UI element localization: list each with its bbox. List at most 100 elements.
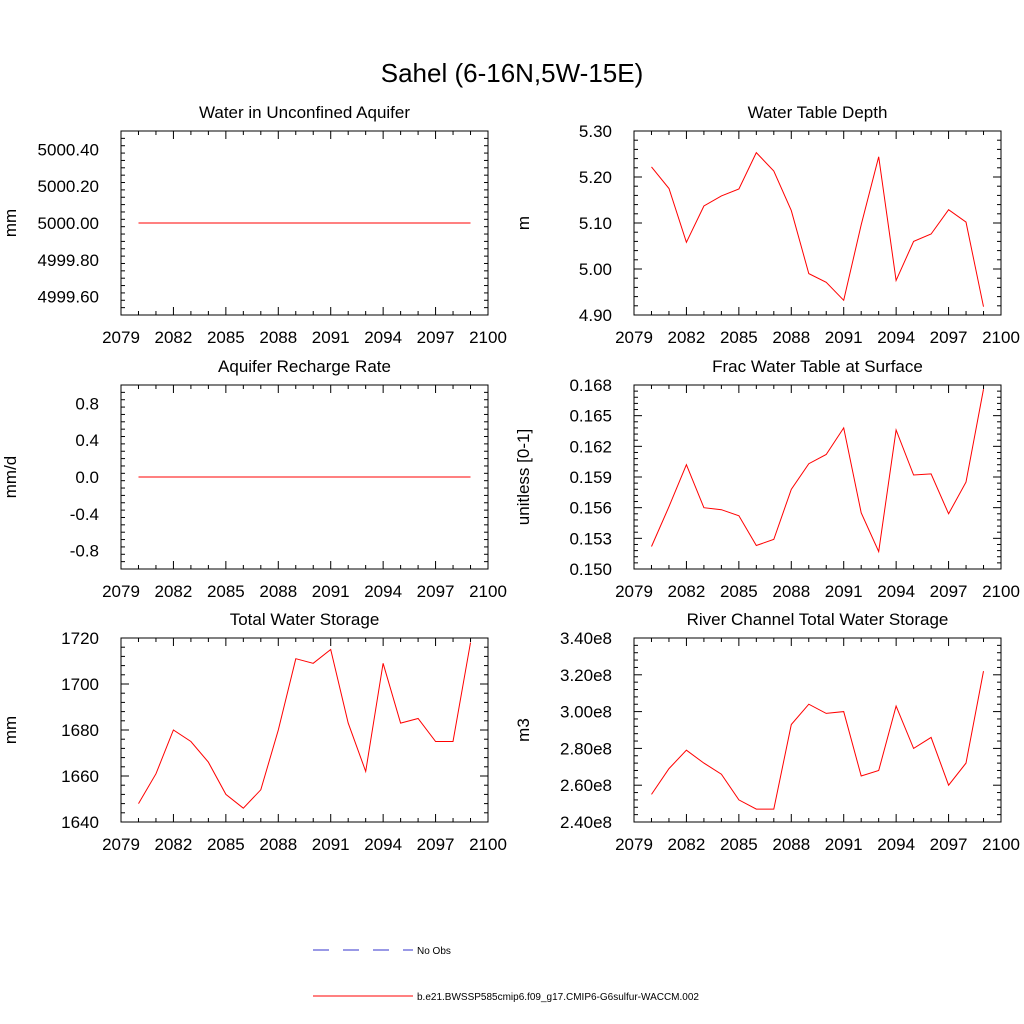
y-tick-label: 5.30 [579, 122, 612, 141]
x-tick-label: 2100 [469, 582, 507, 601]
y-tick-label: 0.4 [75, 431, 99, 450]
y-tick-label: 0.8 [75, 394, 99, 413]
x-tick-label: 2094 [877, 328, 915, 347]
x-tick-label: 2082 [668, 582, 706, 601]
y-tick-label: 1720 [61, 629, 99, 648]
y-tick-label: 4.90 [579, 306, 612, 325]
panel-4: Frac Water Table at Surface unitless [0-1… [514, 357, 1020, 601]
y-tick-label: 2.80e8 [560, 739, 612, 758]
y-axis-label: m3 [514, 718, 533, 742]
panel-title: River Channel Total Water Storage [687, 610, 949, 629]
x-tick-label: 2097 [930, 582, 968, 601]
x-tick-label: 2097 [930, 835, 968, 854]
y-axis-label: mm/d [1, 456, 20, 499]
x-tick-label: 2094 [877, 582, 915, 601]
x-tick-label: 2085 [207, 328, 245, 347]
y-tick-label: 0.159 [569, 468, 612, 487]
figure-title: Sahel (6-16N,5W-15E) [381, 58, 644, 88]
y-tick-label: 0.168 [569, 376, 612, 395]
x-tick-label: 2097 [930, 328, 968, 347]
x-tick-label: 2091 [312, 835, 350, 854]
y-tick-label: 0.156 [569, 499, 612, 518]
x-tick-label: 2097 [417, 328, 455, 347]
panel-title: Total Water Storage [230, 610, 380, 629]
y-tick-label: 4999.60 [38, 288, 99, 307]
y-axis-label: mm [1, 209, 20, 237]
panel-5: Total Water Storage mm 2079 2082 2085 2088 209… [1, 610, 507, 854]
x-tick-label: 2094 [364, 835, 402, 854]
x-tick-label: 2079 [615, 582, 653, 601]
y-axis-label: mm [1, 716, 20, 744]
y-tick-label: 1680 [61, 721, 99, 740]
series-line-1 [651, 151, 984, 307]
x-tick-label: 2079 [615, 835, 653, 854]
x-tick-label: 2085 [720, 582, 758, 601]
x-tick-label: 2088 [772, 835, 810, 854]
panel-title: Aquifer Recharge Rate [218, 357, 391, 376]
x-tick-label: 2097 [417, 582, 455, 601]
x-tick-label: 2088 [772, 328, 810, 347]
panel-1: Water in Unconfined Aquifer mm 2079 2082 208… [1, 103, 507, 347]
x-tick-label: 2097 [417, 835, 455, 854]
legend: No Obs b.e21.BWSSP585cmip6.f09_g17.CMIP6… [313, 946, 699, 1003]
legend-label-no-obs: No Obs [417, 946, 451, 957]
x-tick-label: 2079 [102, 328, 140, 347]
x-tick-label: 2091 [825, 328, 863, 347]
x-tick-label: 2082 [155, 328, 193, 347]
x-tick-label: 2085 [207, 582, 245, 601]
x-tick-label: 2085 [207, 835, 245, 854]
y-tick-label: 5.20 [579, 168, 612, 187]
plot-frame [120, 637, 489, 823]
y-tick-label: 1700 [61, 675, 99, 694]
y-tick-label: 0.165 [569, 407, 612, 426]
x-tick-label: 2100 [469, 835, 507, 854]
panel-3: Aquifer Recharge Rate mm/d 2079 2082 2085 208… [1, 357, 507, 601]
x-tick-label: 2094 [877, 835, 915, 854]
plot-frame [120, 384, 489, 570]
plot-frame [120, 130, 489, 316]
x-tick-label: 2100 [982, 835, 1020, 854]
y-tick-label: 0.150 [569, 560, 612, 579]
x-tick-label: 2085 [720, 328, 758, 347]
series-line-1 [651, 671, 984, 810]
y-tick-label: 2.60e8 [560, 776, 612, 795]
y-tick-label: 4999.80 [38, 251, 99, 270]
x-tick-label: 2082 [668, 835, 706, 854]
x-tick-label: 2100 [982, 582, 1020, 601]
panel-2: Water Table Depth m 2079 2082 2085 2088 2091 20… [514, 103, 1020, 347]
x-tick-label: 2079 [102, 582, 140, 601]
y-tick-label: 0.153 [569, 529, 612, 548]
legend-label-model-run: b.e21.BWSSP585cmip6.f09_g17.CMIP6-G6sulf… [417, 992, 699, 1003]
series-line-1 [138, 642, 471, 809]
x-tick-label: 2088 [259, 582, 297, 601]
chart-panels: Water in Unconfined Aquifer mm 2079 2082 208… [1, 103, 1020, 854]
plot-frame [633, 130, 1002, 316]
x-tick-label: 2094 [364, 328, 402, 347]
y-tick-label: 1640 [61, 813, 99, 832]
panel-title: Water in Unconfined Aquifer [199, 103, 410, 122]
series-line-1 [651, 389, 984, 554]
x-tick-label: 2094 [364, 582, 402, 601]
x-tick-label: 2082 [668, 328, 706, 347]
y-tick-label: -0.4 [70, 505, 99, 524]
y-tick-label: 1660 [61, 767, 99, 786]
y-tick-label: 5000.20 [38, 177, 99, 196]
y-tick-label: 3.00e8 [560, 703, 612, 722]
plot-frame [633, 637, 1002, 823]
y-tick-label: 5.10 [579, 214, 612, 233]
y-tick-label: 0.0 [75, 468, 99, 487]
y-tick-label: 0.162 [569, 437, 612, 456]
panel-title: Water Table Depth [748, 103, 888, 122]
x-tick-label: 2091 [825, 582, 863, 601]
y-axis-label: unitless [0-1] [514, 429, 533, 525]
x-tick-label: 2091 [312, 328, 350, 347]
plot-frame [633, 384, 1002, 570]
y-tick-label: -0.8 [70, 542, 99, 561]
y-axis-label: m [514, 216, 533, 230]
y-tick-label: 2.40e8 [560, 813, 612, 832]
x-tick-label: 2079 [102, 835, 140, 854]
x-tick-label: 2091 [312, 582, 350, 601]
y-tick-label: 5000.00 [38, 214, 99, 233]
